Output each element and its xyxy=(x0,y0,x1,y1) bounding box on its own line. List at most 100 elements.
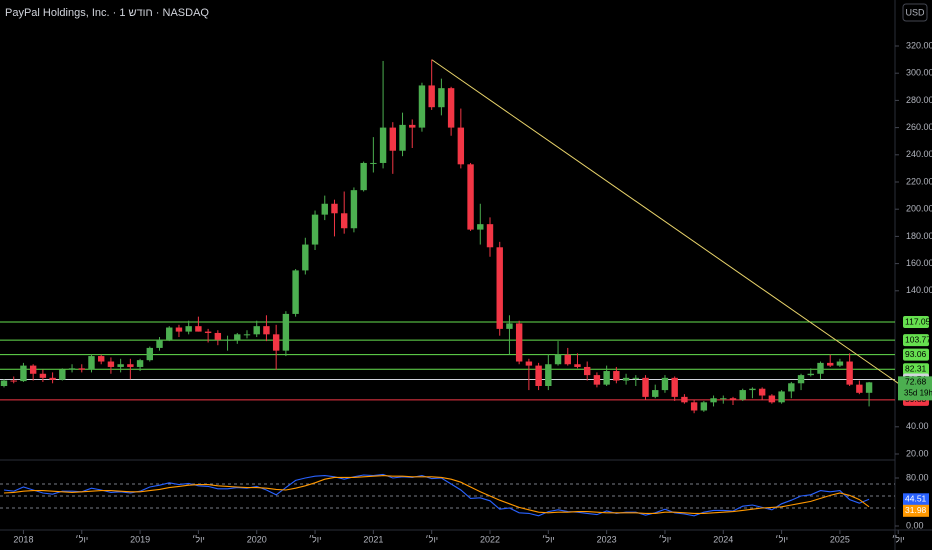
candle-body xyxy=(836,361,844,366)
candle-body xyxy=(827,362,834,366)
level-label-box xyxy=(903,348,929,361)
candle-body xyxy=(175,327,183,332)
y-tick-label: 260.00 xyxy=(906,122,932,132)
candle-body xyxy=(88,356,95,370)
candle-body xyxy=(603,371,610,385)
candle-body xyxy=(768,395,776,403)
price-label-box xyxy=(898,376,932,401)
y-tick-label: 180.00 xyxy=(906,231,932,241)
rsi-label-box xyxy=(903,504,929,517)
level-label: 82.31 xyxy=(905,364,927,374)
x-tick-label: 2020 xyxy=(247,534,267,544)
x-tick-label: יול׳ xyxy=(542,534,555,544)
candle-body xyxy=(146,347,153,361)
candle-body xyxy=(253,326,260,335)
candle-body xyxy=(214,332,222,340)
candle-body xyxy=(710,398,717,403)
candle-body xyxy=(584,366,591,376)
y-tick-label: 220.00 xyxy=(906,176,932,186)
trendline xyxy=(431,59,899,384)
x-tick-label: 2023 xyxy=(597,534,617,544)
x-tick-label: יול׳ xyxy=(658,534,671,544)
x-tick-label: 2022 xyxy=(480,534,500,544)
candle-body xyxy=(661,377,669,391)
candle-body xyxy=(185,326,192,332)
candle-body xyxy=(574,364,581,367)
rsi-label: 31.98 xyxy=(905,505,927,515)
candle-body xyxy=(515,323,523,362)
y-tick-label: 20.00 xyxy=(906,448,929,458)
candle-body xyxy=(234,334,241,340)
candle-body xyxy=(204,331,212,333)
candle-body xyxy=(68,368,76,370)
currency-label[interactable]: USD xyxy=(905,7,925,17)
candle-body xyxy=(282,313,290,351)
rsi-label: 44.51 xyxy=(905,494,927,504)
candle-body xyxy=(865,382,873,393)
candle-body xyxy=(788,383,795,392)
rsi-line xyxy=(3,475,870,514)
x-tick-label: 2018 xyxy=(13,534,33,544)
candle-body xyxy=(350,190,358,229)
candle-body xyxy=(418,85,426,128)
level-label-box xyxy=(903,334,929,347)
candle-body xyxy=(486,224,494,248)
candle-body xyxy=(370,162,377,164)
y-tick-label: 300.00 xyxy=(906,68,932,78)
candle-body xyxy=(399,124,406,151)
x-tick-label: 2025 xyxy=(830,534,850,544)
candle-body xyxy=(117,364,124,367)
candle-body xyxy=(438,88,445,108)
candle-body xyxy=(817,362,824,374)
candle-body xyxy=(409,124,416,128)
level-label-box xyxy=(903,316,929,329)
candle-body xyxy=(302,244,309,271)
y-tick-label: 40.00 xyxy=(906,421,929,431)
x-tick-label: 2024 xyxy=(713,534,733,544)
chart-title: PayPal Holdings, Inc. · 1 חודש · NASDAQ xyxy=(5,7,209,19)
candle-body xyxy=(720,398,727,400)
candle-body xyxy=(20,365,27,382)
candle-body xyxy=(195,326,202,332)
level-label-box xyxy=(903,363,929,376)
candle-body xyxy=(593,375,601,385)
candle-body xyxy=(690,402,698,411)
x-tick-label: יול׳ xyxy=(775,534,788,544)
x-tick-label: 2019 xyxy=(130,534,150,544)
y-tick-label: 160.00 xyxy=(906,258,932,268)
candle-body xyxy=(729,398,737,400)
candle-body xyxy=(321,203,328,215)
candle-body xyxy=(652,390,659,397)
candle-body xyxy=(642,377,649,397)
currency-button[interactable] xyxy=(902,3,928,22)
y-tick-label: 200.00 xyxy=(906,204,932,214)
candle-body xyxy=(341,213,348,229)
candle-body xyxy=(778,391,785,403)
price-label: 72.68 xyxy=(905,377,927,387)
candle-body xyxy=(632,377,639,379)
y-tick-label: 140.00 xyxy=(906,285,932,295)
candle-body xyxy=(428,85,435,108)
candle-body xyxy=(39,373,47,378)
candle-body xyxy=(496,247,503,329)
candle-body xyxy=(700,402,708,411)
candle-body xyxy=(739,390,746,400)
candle-body xyxy=(749,388,756,391)
candle-body xyxy=(127,364,134,367)
y-tick-label: 240.00 xyxy=(906,149,932,159)
candle-body xyxy=(681,396,688,403)
candle-body xyxy=(389,127,396,151)
candle-body xyxy=(292,270,299,314)
candle-body xyxy=(506,323,513,329)
candle-body xyxy=(136,360,144,367)
candle-body xyxy=(10,380,17,382)
candle-body xyxy=(49,377,56,380)
candle-body xyxy=(224,339,231,341)
candle-body xyxy=(797,375,805,384)
candle-body xyxy=(59,369,66,380)
candle-body xyxy=(379,127,387,163)
candle-body xyxy=(622,377,630,381)
candle-body xyxy=(0,380,8,386)
